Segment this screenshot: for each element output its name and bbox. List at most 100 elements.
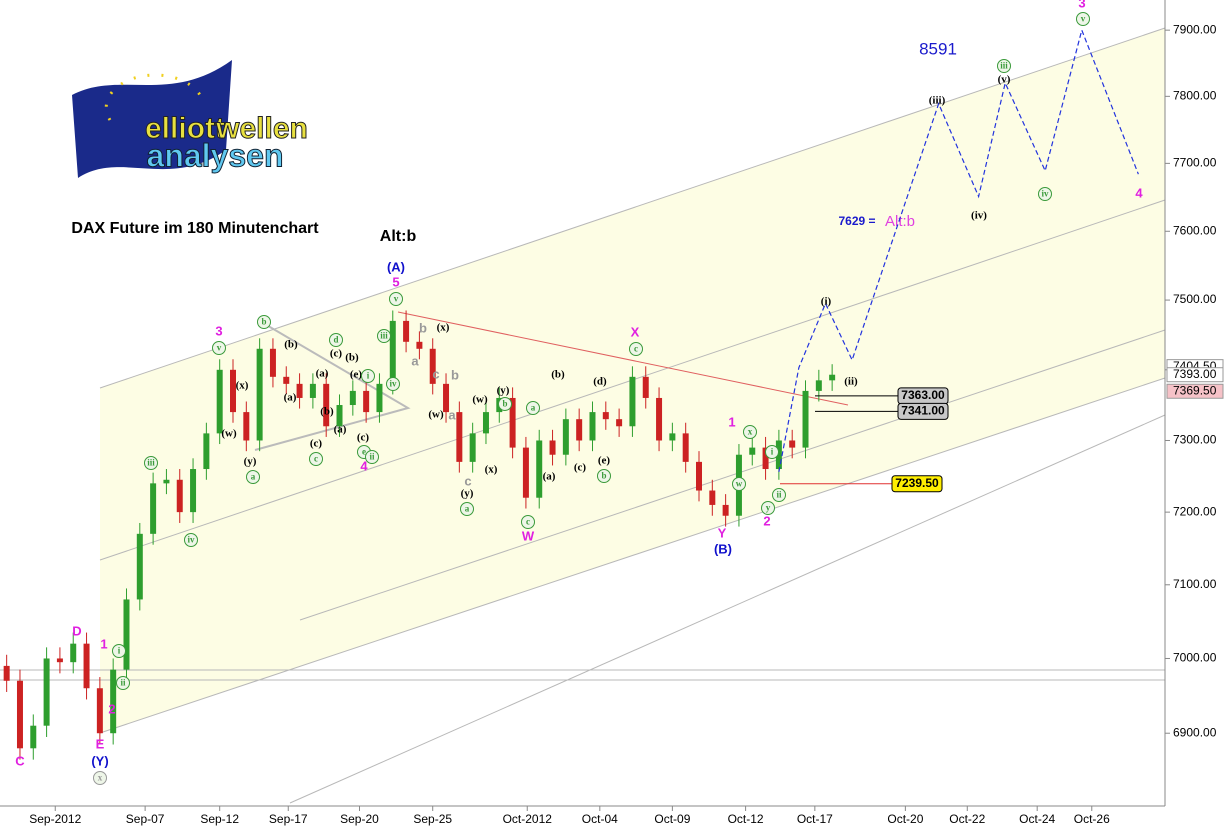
candle-body: [243, 412, 250, 441]
candle-body: [616, 419, 623, 427]
candle-body: [349, 390, 356, 406]
candle-body: [30, 725, 37, 749]
candle-body: [16, 680, 23, 749]
wave-label: (c): [574, 462, 587, 474]
triangle: [254, 319, 411, 451]
x-tick-label: Oct-20: [887, 812, 923, 826]
price-tag-label: 7393.00: [1173, 367, 1217, 381]
candle-body: [150, 483, 157, 534]
wave-circle: [116, 676, 130, 690]
wave-label: (a): [284, 392, 297, 404]
candle-body: [230, 369, 236, 413]
wave-label: (w): [472, 394, 488, 406]
wave-label: (x): [236, 380, 249, 392]
candle-body: [789, 440, 796, 448]
target-label: 8591: [919, 39, 957, 58]
candle-body: [629, 376, 636, 427]
wave-label: (y): [244, 456, 257, 468]
wave-label: (A): [387, 259, 405, 274]
wave-label: a: [411, 353, 419, 368]
wave-label: (e): [598, 455, 611, 467]
wave-label: (c): [330, 348, 343, 360]
wave-label: X: [631, 324, 640, 339]
forecast-alt: Alt:b: [885, 213, 915, 230]
candle-body: [562, 419, 569, 455]
wave-label: x: [748, 427, 753, 437]
wave-label: (iv): [971, 210, 987, 222]
forecast-path: [778, 28, 1139, 472]
x-tick-label: Oct-24: [1019, 812, 1055, 826]
candle-body: [216, 369, 223, 434]
level-box: [897, 402, 949, 420]
wave-circle: [772, 488, 786, 502]
y-tick-label: 7800.00: [1173, 89, 1217, 103]
wave-circle: [246, 470, 260, 484]
wave-label: w: [736, 479, 743, 489]
wave-label: b: [419, 320, 427, 335]
alt-label: Alt:b: [380, 228, 417, 245]
x-tick-label: Sep-07: [126, 812, 165, 826]
wave-label: 2: [763, 513, 770, 528]
wave-label: (d): [593, 376, 607, 388]
wave-circle: [144, 456, 158, 470]
wave-label: 3: [215, 323, 222, 338]
wave-label: i: [771, 447, 774, 457]
wave-label: b: [261, 317, 266, 327]
candle-body: [456, 412, 463, 462]
wave-label: a: [448, 407, 456, 422]
x-tick-label: Oct-17: [797, 812, 833, 826]
candle-body: [309, 383, 316, 398]
wave-label: (a): [334, 424, 347, 436]
candle-body: [163, 479, 170, 484]
x-tick-label: Sep-25: [413, 812, 452, 826]
wave-label: c: [314, 454, 318, 464]
candle-body: [389, 320, 396, 384]
y-tick-label: 7700.00: [1173, 156, 1217, 170]
candle-body: [70, 643, 77, 663]
wave-label: 5: [392, 274, 399, 289]
wave-circle: [386, 377, 400, 391]
candle-body: [482, 412, 489, 434]
channel-line: [99, 377, 1166, 734]
candle-body: [363, 390, 370, 413]
candle-body: [3, 665, 10, 681]
wave-circle: [377, 329, 391, 343]
candle-body: [190, 469, 197, 513]
price-tag: [1166, 383, 1224, 399]
wave-label: c: [526, 517, 530, 527]
wave-label: iv: [1041, 189, 1049, 199]
wave-label: (x): [437, 322, 450, 334]
wave-circle: [761, 501, 775, 515]
wave-circle: [629, 342, 643, 356]
candle-body: [136, 533, 143, 600]
wave-circle: [597, 469, 611, 483]
wave-circle: [732, 477, 746, 491]
wave-circle: [184, 533, 198, 547]
price-tag-label: 7369.50: [1173, 383, 1217, 397]
wave-label: 4: [360, 458, 368, 473]
x-tick-label: Sep-17: [269, 812, 308, 826]
candle-body: [642, 376, 649, 398]
wave-label: (b): [320, 406, 334, 418]
wave-label: (c): [357, 432, 370, 444]
logo-text: elliott: [145, 112, 225, 145]
wave-label: d: [333, 335, 338, 345]
wave-label: b: [451, 367, 459, 382]
wave-circle: [365, 450, 379, 464]
x-tick-label: Oct-2012: [503, 812, 553, 826]
wave-label: i: [367, 371, 370, 381]
candle-body: [802, 390, 809, 448]
wave-label: e: [362, 447, 366, 457]
wave-circle: [743, 425, 757, 439]
wave-label: a: [251, 472, 256, 482]
wave-label: (ii): [844, 376, 858, 388]
wave-label: 2: [108, 701, 115, 716]
candle-body: [123, 599, 130, 670]
wave-label: 1: [100, 636, 107, 651]
wave-circle: [1076, 12, 1090, 26]
candle-body: [509, 397, 516, 448]
y-tick-label: 7200.00: [1173, 504, 1217, 518]
candle-body: [256, 348, 263, 441]
x-tick-label: Oct-04: [582, 812, 618, 826]
wave-label: c: [432, 366, 439, 381]
